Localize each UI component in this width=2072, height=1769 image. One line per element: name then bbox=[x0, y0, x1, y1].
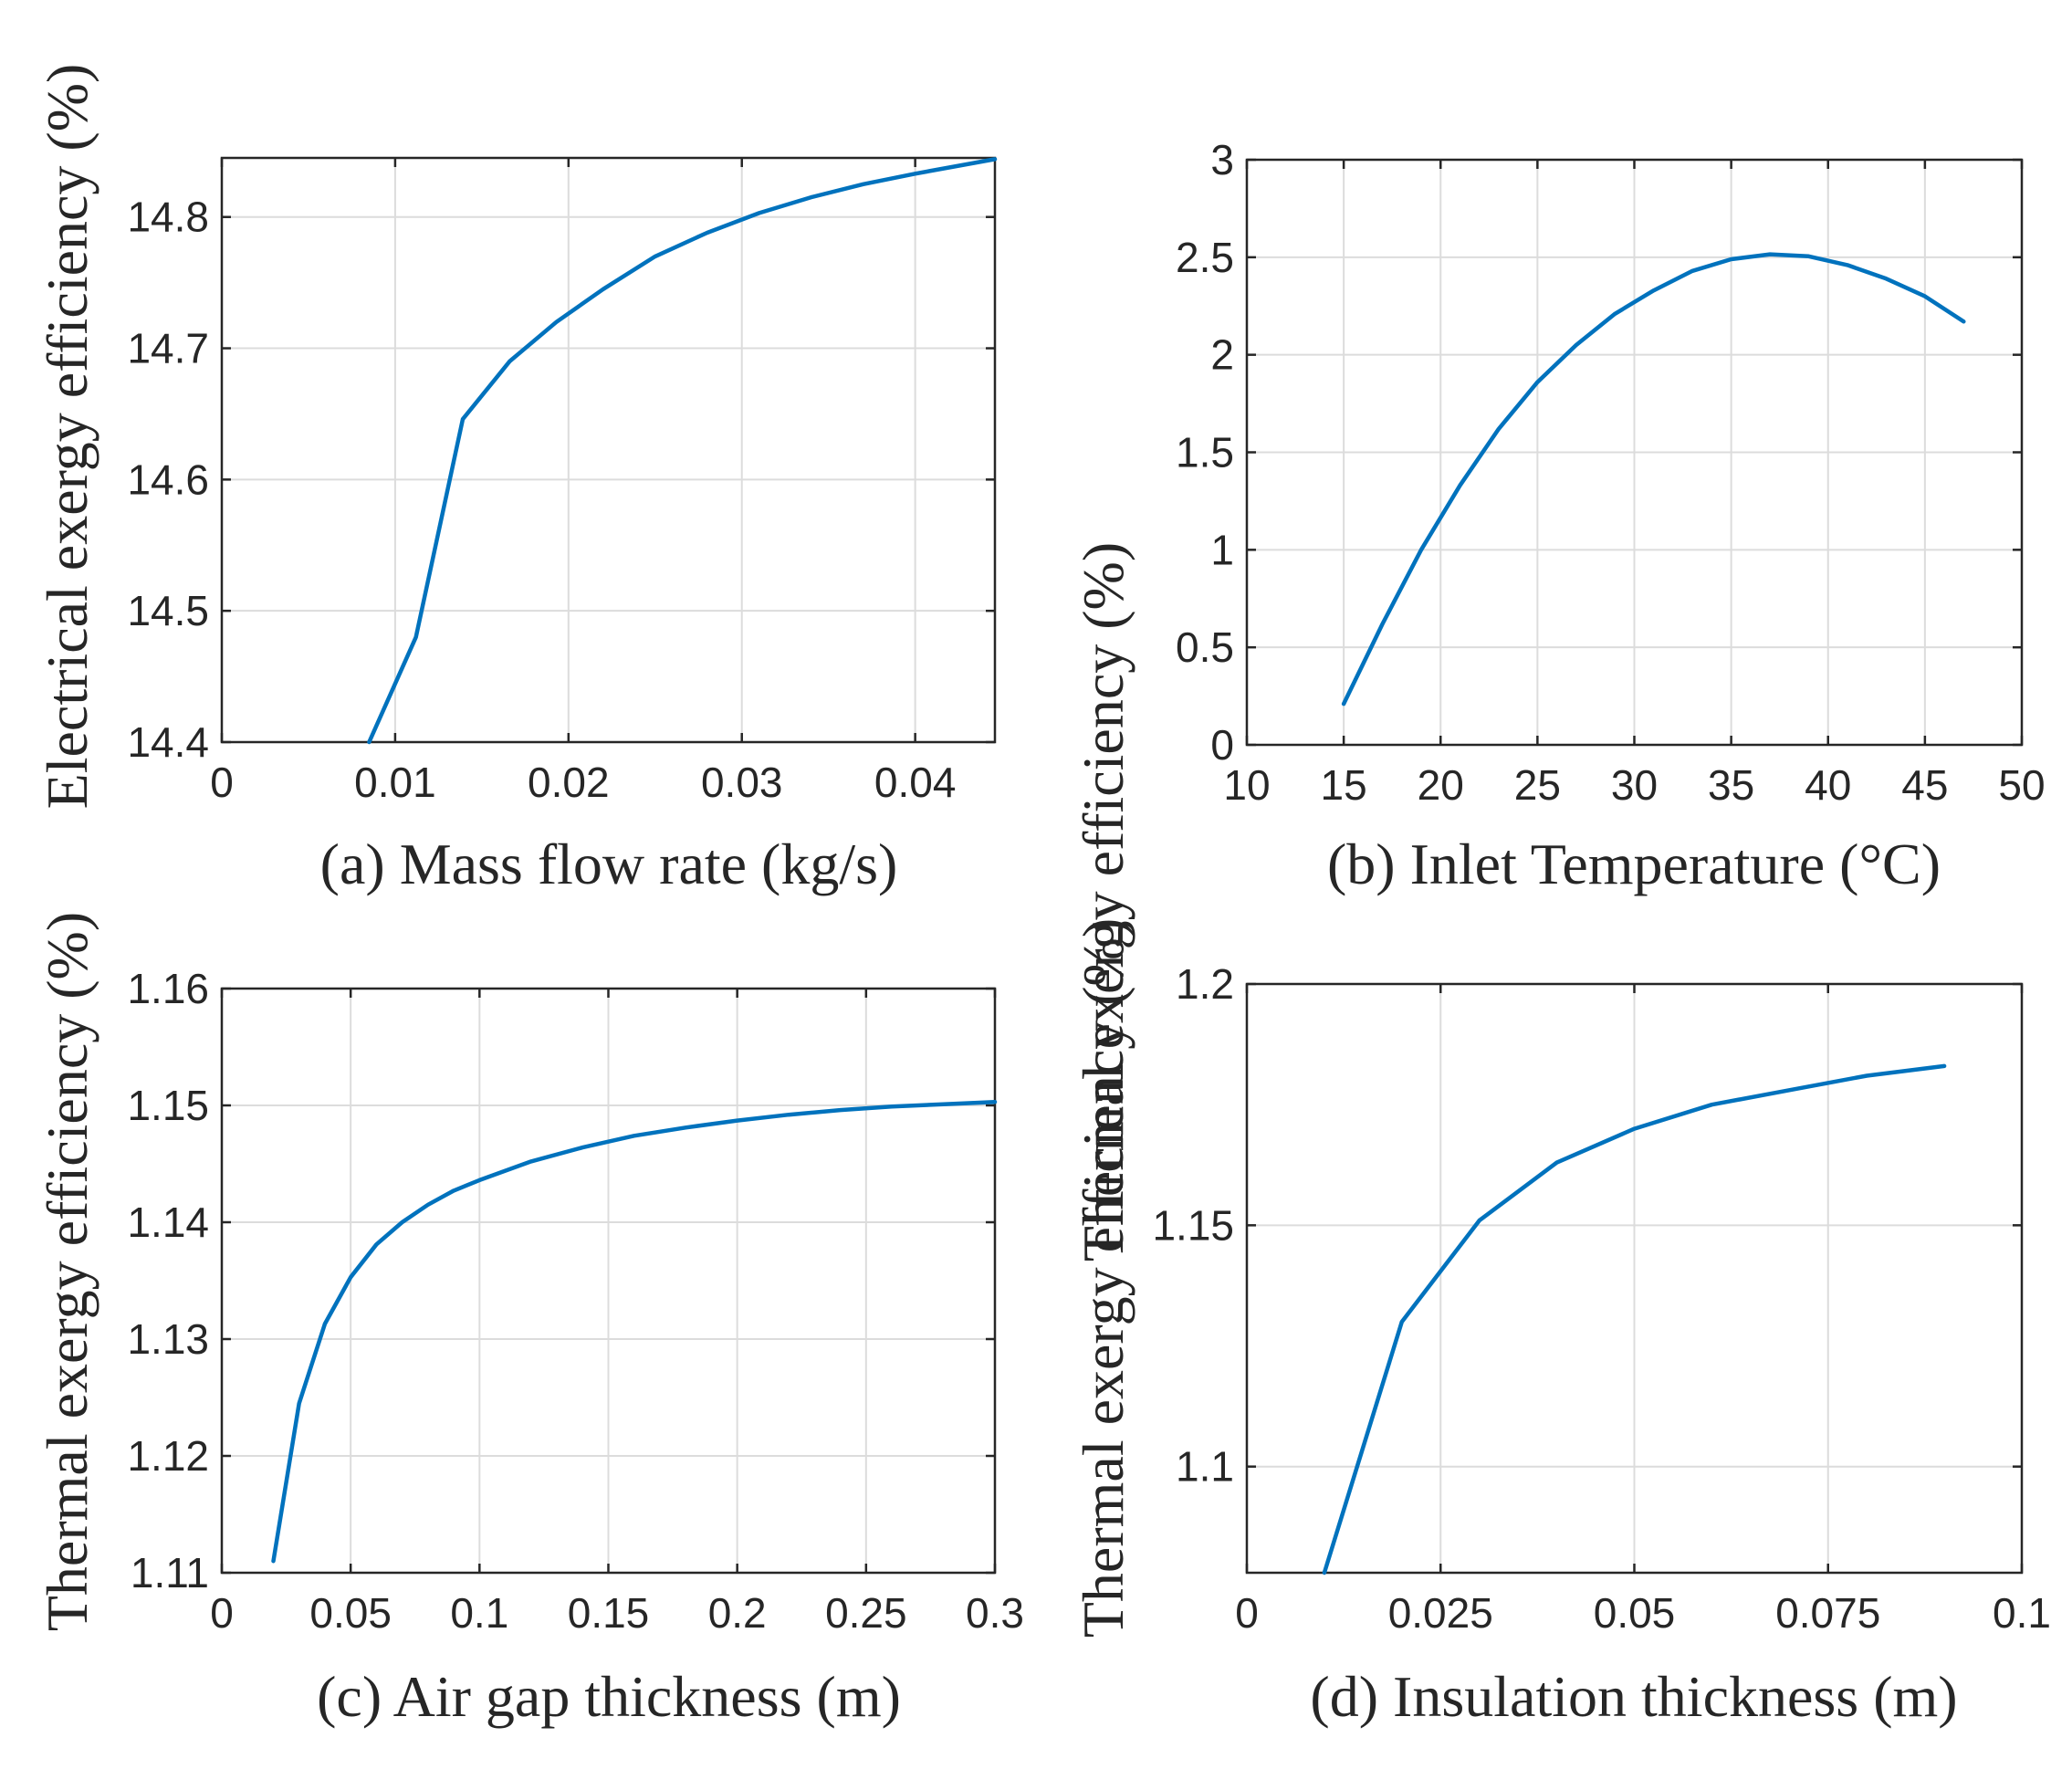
panel-c-series-line bbox=[271, 1099, 998, 1564]
panel-a-xtick-label: 0.02 bbox=[528, 759, 610, 806]
panel-d-ticks: 0 0.025 0.05 0.075 0.1 1.1 1.15 1.2 bbox=[1152, 960, 2051, 1637]
panel-b-xtick-label: 50 bbox=[1998, 761, 2045, 809]
panel-c-ticks: 0 0.05 0.1 0.15 0.2 0.25 0.3 1.11 1.12 1.13 1.14 1.… bbox=[127, 965, 1024, 1637]
panel-b-ytick-label: 1 bbox=[1210, 526, 1234, 573]
panel-a-xtick-label: 0.04 bbox=[874, 759, 957, 806]
panel-c-xtick-label: 0.3 bbox=[966, 1589, 1024, 1637]
panel-c-xtick-label: 0 bbox=[210, 1589, 234, 1637]
panel-a-ytick-label: 14.7 bbox=[127, 325, 209, 372]
panel-b-ytick-label: 0.5 bbox=[1176, 623, 1234, 671]
panel-b-ylabel: Thermal exergy efficiency (%) bbox=[1071, 542, 1135, 1261]
panel-b-xtick-label: 30 bbox=[1611, 761, 1658, 809]
panel-c-grid bbox=[222, 989, 995, 1573]
panel-c-marks bbox=[271, 1099, 998, 1564]
panel-b-ytick-label: 2.5 bbox=[1176, 234, 1234, 281]
panel-a-marks bbox=[367, 157, 998, 745]
panel-c-xtick-label: 0.15 bbox=[568, 1589, 650, 1637]
panel-c-ytick-label: 1.15 bbox=[127, 1082, 209, 1129]
panel-b-xtick-label: 15 bbox=[1321, 761, 1367, 809]
panel-c: 0 0.05 0.1 0.15 0.2 0.25 0.3 1.11 1.12 1.13 1.14 1.… bbox=[35, 912, 1024, 1729]
panel-b-xtick-label: 40 bbox=[1805, 761, 1851, 809]
panel-a-ytick-label: 14.4 bbox=[127, 718, 209, 766]
panel-a-xtick-label: 0.03 bbox=[701, 759, 783, 806]
panel-a-ylabel: Electrical exergy efficiency (%) bbox=[35, 64, 99, 810]
panel-a-axes bbox=[220, 156, 997, 744]
panel-b-marks bbox=[1341, 252, 1966, 707]
panel-a-series-line bbox=[367, 157, 998, 745]
panel-c-xtick-label: 0.1 bbox=[450, 1589, 508, 1637]
panel-b-xtick-label: 45 bbox=[1901, 761, 1948, 809]
panel-c-ytick-label: 1.11 bbox=[131, 1549, 209, 1596]
panel-b-xtick-label: 25 bbox=[1514, 761, 1561, 809]
panel-c-xtick-label: 0.05 bbox=[309, 1589, 392, 1637]
panel-d-xtick-label: 0.075 bbox=[1775, 1589, 1880, 1637]
panel-d-ytick-label: 1.1 bbox=[1176, 1443, 1234, 1491]
panel-c-ytick-label: 1.14 bbox=[127, 1199, 209, 1246]
panel-b-ytick-label: 3 bbox=[1210, 136, 1234, 183]
panel-b-series-line bbox=[1341, 252, 1966, 707]
panel-d-xtick-label: 0 bbox=[1235, 1589, 1259, 1637]
panel-a-xlabel: (a) Mass flow rate (kg/s) bbox=[320, 832, 898, 896]
panel-d-xtick-label: 0.025 bbox=[1388, 1589, 1493, 1637]
panel-b-grid bbox=[1247, 160, 2022, 745]
panel-c-xtick-label: 0.2 bbox=[708, 1589, 767, 1637]
panel-b-ytick-label: 2 bbox=[1210, 331, 1234, 379]
panel-a-ytick-label: 14.5 bbox=[127, 587, 209, 634]
panel-a-xtick-label: 0 bbox=[210, 759, 234, 806]
panel-a-ytick-label: 14.8 bbox=[127, 194, 209, 241]
panel-d-grid bbox=[1247, 984, 2022, 1573]
panel-b-xtick-label: 10 bbox=[1223, 761, 1270, 809]
panel-a-ticks: 0 0.01 0.02 0.03 0.04 14.4 14.5 14.6 14.7 14.8 bbox=[127, 158, 995, 806]
panel-b-ytick-label: 1.5 bbox=[1176, 429, 1234, 476]
panel-b-xlabel: (b) Inlet Temperature (°C) bbox=[1327, 832, 1941, 896]
panel-d-ylabel: Thermal exergy efficiency (%) bbox=[1071, 918, 1135, 1638]
panel-d-series-line bbox=[1322, 1063, 1947, 1575]
panel-b-ytick-label: 0 bbox=[1210, 721, 1234, 769]
panel-d-xlabel: (d) Insulation thickness (m) bbox=[1310, 1664, 1957, 1729]
panel-a-xtick-label: 0.01 bbox=[354, 759, 436, 806]
panel-d-ytick-label: 1.2 bbox=[1176, 960, 1234, 1008]
panel-d-ytick-label: 1.15 bbox=[1152, 1201, 1234, 1249]
panel-c-ylabel: Thermal exergy efficiency (%) bbox=[35, 912, 99, 1631]
panel-d-xtick-label: 0.05 bbox=[1594, 1589, 1676, 1637]
panel-d-marks bbox=[1322, 1063, 1947, 1575]
panel-c-ytick-label: 1.16 bbox=[127, 965, 209, 1012]
panel-d-xtick-label: 0.1 bbox=[1993, 1589, 2051, 1637]
panel-b-ticks: 10 15 20 25 30 35 40 45 50 0 0.5 1 1.5 2 2.5 3 bbox=[1176, 136, 2046, 809]
panel-a: 0 0.01 0.02 0.03 0.04 14.4 14.5 14.6 14.7 14.8 (a… bbox=[35, 64, 998, 896]
panel-b-xtick-label: 35 bbox=[1708, 761, 1754, 809]
panel-c-xlabel: (c) Air gap thickness (m) bbox=[317, 1664, 901, 1729]
panel-b: 10 15 20 25 30 35 40 45 50 0 0.5 1 1.5 2 2.5 3 (b) Inle… bbox=[1071, 136, 2046, 1261]
panel-c-xtick-label: 0.25 bbox=[825, 1589, 907, 1637]
panel-b-xtick-label: 20 bbox=[1418, 761, 1464, 809]
panel-a-grid bbox=[222, 158, 995, 742]
panel-d: 0 0.025 0.05 0.075 0.1 1.1 1.15 1.2 (d) Insulat… bbox=[1071, 918, 2051, 1729]
panel-a-ytick-label: 14.6 bbox=[127, 455, 209, 503]
panel-c-ytick-label: 1.13 bbox=[127, 1315, 209, 1363]
panel-c-ytick-label: 1.12 bbox=[127, 1432, 209, 1480]
